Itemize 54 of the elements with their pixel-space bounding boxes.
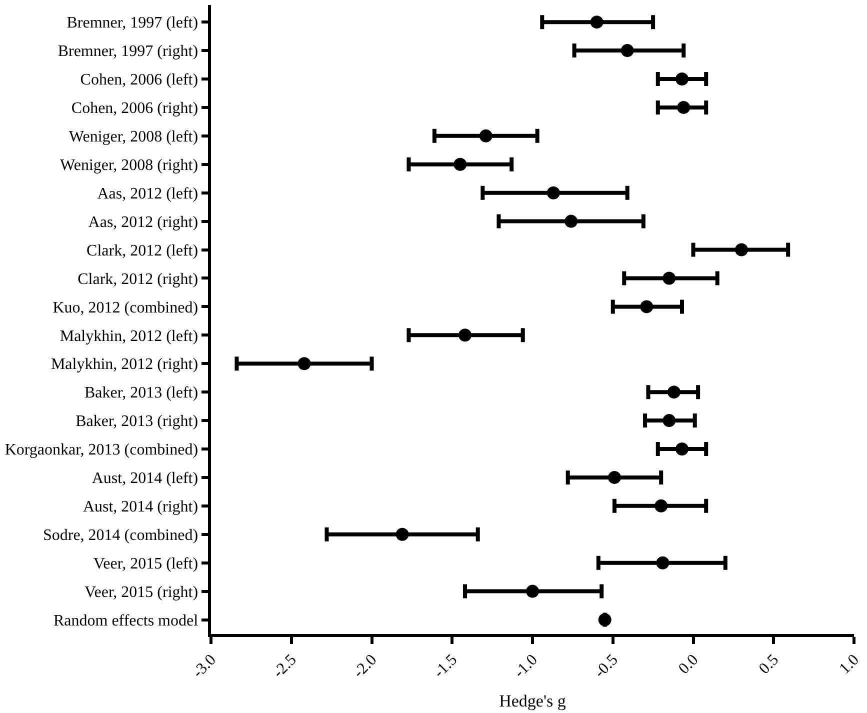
y-tick-label: Clark, 2012 (right) [78,270,198,288]
point [526,584,539,598]
point [458,328,472,342]
y-tick-label: Veer, 2015 (right) [84,584,198,601]
y-tick-label: Baker, 2013 (left) [84,384,198,402]
point [298,357,311,370]
point [676,442,688,456]
x-tick-label: -1.0 [511,651,541,682]
x-axis-title: Hedge's g [499,692,566,711]
point [734,243,748,256]
point [656,556,670,570]
y-tick-label: Korgaonkar, 2013 (combined) [4,442,198,459]
point [620,44,634,58]
point [608,470,621,484]
y-tick-label: Weniger, 2008 (left) [68,128,198,146]
x-tick-label: -3.0 [190,651,220,682]
x-tick-label: -2.0 [350,651,380,682]
point [677,100,690,114]
point [564,214,578,228]
y-tick-label: Kuo, 2012 (combined) [52,299,198,316]
point [479,129,492,142]
y-tick-label: Bremner, 1997 (right) [58,43,198,60]
y-tick-label: Veer, 2015 (left) [93,555,198,572]
y-tick-label: Sodre, 2014 (combined) [42,526,198,544]
y-tick-label: Baker, 2013 (right) [76,413,198,430]
point [598,613,612,626]
point [546,186,560,200]
y-tick-label: Aas, 2012 (right) [88,214,198,231]
y-tick-label: Aust, 2014 (right) [82,498,198,516]
point [590,16,604,29]
x-tick-label: -2.5 [270,651,300,682]
x-tick-label: -0.5 [591,651,622,682]
y-tick-label: Aust, 2014 (left) [92,470,198,488]
y-tick-label: Aas, 2012 (left) [97,185,198,202]
point [396,528,409,541]
y-tick-label: Clark, 2012 (left) [86,242,198,260]
y-tick-label: Random effects model [53,612,199,630]
y-tick-label: Bremner, 1997 (left) [66,14,198,32]
y-tick-label: Malykhin, 2012 (right) [50,356,198,374]
point [640,300,654,314]
point [662,414,676,428]
y-tick-label: Cohen, 2006 (right) [71,100,198,118]
point [654,499,668,512]
point [662,272,676,285]
x-tick-label: 0.0 [676,651,702,678]
point [454,158,467,171]
y-tick-label: Malykhin, 2012 (left) [60,328,198,345]
y-tick-label: Cohen, 2006 (left) [80,72,198,89]
x-tick-label: 1.0 [836,651,862,678]
x-tick-label: 0.5 [756,651,782,678]
point [667,386,680,399]
y-tick-label: Weniger, 2008 (right) [60,156,198,174]
point [676,72,688,86]
x-tick-label: -1.5 [430,651,461,682]
